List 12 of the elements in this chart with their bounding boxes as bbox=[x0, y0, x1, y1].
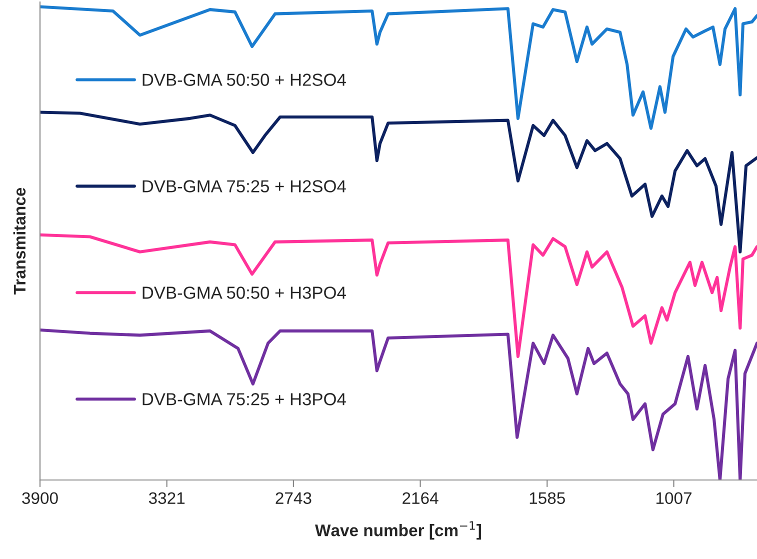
y-axis-title: Transmitance bbox=[13, 188, 26, 295]
x-tick-label: 3321 bbox=[148, 492, 185, 504]
x-tick-label: 2743 bbox=[276, 492, 312, 504]
x-tick-label: 1585 bbox=[530, 492, 565, 504]
legend-label: DVB-GMA 75:25 + H3PO4 bbox=[142, 393, 346, 406]
x-tick-label: 2164 bbox=[402, 492, 438, 504]
x-tick-label: 3900 bbox=[22, 492, 58, 504]
x-axis-title: Wave number [cm$^{−1}$] bbox=[315, 521, 481, 540]
legend-label: DVB-GMA 75:25 + H2SO4 bbox=[142, 180, 346, 192]
legend-label: DVB-GMA 50:50 + H2SO4 bbox=[142, 74, 346, 86]
legend-label: DVB-GMA 50:50 + H3PO4 bbox=[142, 286, 346, 299]
x-tick-label: 1007 bbox=[656, 492, 692, 504]
